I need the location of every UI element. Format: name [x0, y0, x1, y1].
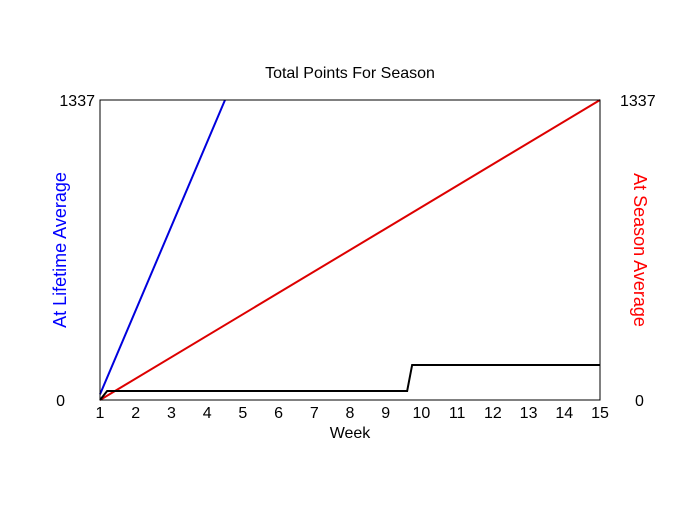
- y-tick-right-min: 0: [635, 393, 644, 410]
- x-tick-label: 5: [238, 405, 247, 422]
- y-tick-right-max: 1337: [620, 93, 656, 110]
- x-tick-label: 4: [203, 405, 212, 422]
- x-tick-label: 2: [131, 405, 140, 422]
- y-axis-label-left: At Lifetime Average: [50, 172, 70, 328]
- series-line-2: [99, 99, 601, 401]
- y-axis-label-right: At Season Average: [630, 173, 650, 327]
- x-tick-label: 14: [555, 405, 573, 422]
- x-tick-label: 12: [484, 405, 502, 422]
- y-tick-left-max: 1337: [59, 93, 95, 110]
- y-tick-left-min: 0: [56, 393, 65, 410]
- chart-title: Total Points For Season: [265, 65, 435, 82]
- x-tick-label: 11: [449, 405, 466, 422]
- x-tick-label: 9: [381, 405, 390, 422]
- x-axis-ticks: 1 2 3 4 5 6 7 8 9 10 11 12 13 14 15: [96, 405, 609, 422]
- series-line-1: [99, 99, 226, 395]
- plot-frame: [99, 99, 601, 401]
- x-axis-label: Week: [330, 425, 372, 442]
- x-tick-label: 13: [520, 405, 538, 422]
- x-tick-label: 6: [274, 405, 283, 422]
- plot-lines: [99, 99, 601, 401]
- x-tick-label: 8: [346, 405, 355, 422]
- x-tick-label: 7: [310, 405, 319, 422]
- x-tick-label: 10: [413, 405, 431, 422]
- x-tick-label: 15: [591, 405, 609, 422]
- x-tick-label: 3: [167, 405, 176, 422]
- x-tick-label: 1: [96, 405, 105, 422]
- series-line-3: [99, 363, 600, 401]
